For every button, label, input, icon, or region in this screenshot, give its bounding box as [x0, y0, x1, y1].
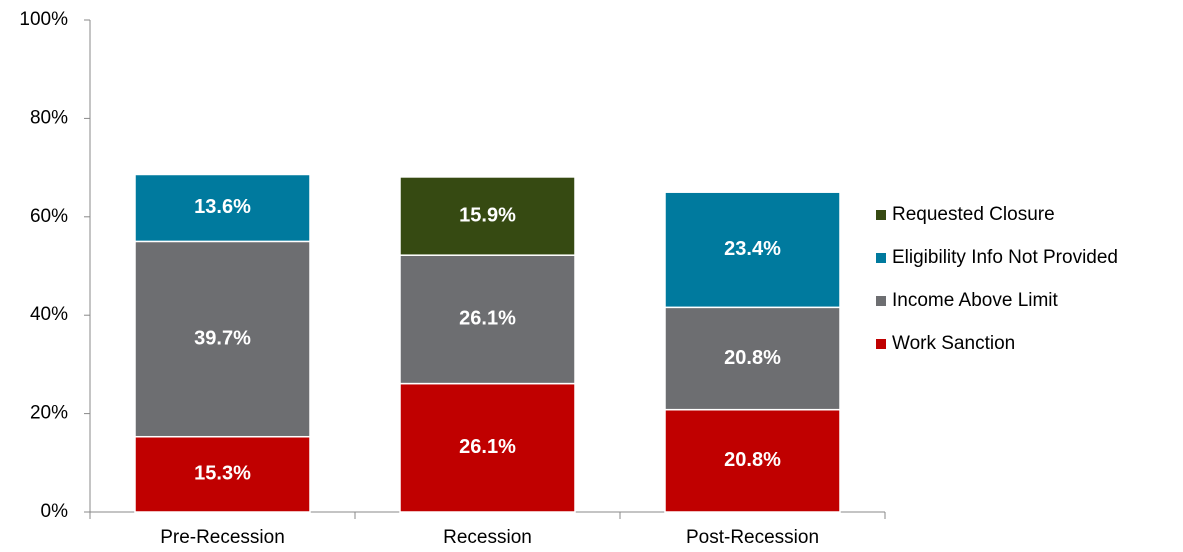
bar-segment — [134, 173, 311, 243]
value-label: 15.9% — [459, 204, 516, 226]
legend-swatch — [876, 339, 886, 349]
legend-swatch — [876, 296, 886, 306]
legend-swatch — [876, 253, 886, 263]
bar-segment — [399, 254, 576, 385]
value-label: 39.7% — [194, 327, 251, 349]
value-label: 26.1% — [459, 436, 516, 458]
legend-label: Requested Closure — [892, 204, 1055, 225]
legend-label: Work Sanction — [892, 333, 1015, 354]
y-tick-label: 20% — [30, 403, 68, 424]
legend-swatch — [876, 210, 886, 220]
value-label: 26.1% — [459, 308, 516, 330]
bar-segment — [134, 435, 311, 513]
bar-segment — [134, 240, 311, 438]
y-tick-label: 80% — [30, 107, 68, 128]
value-label: 23.4% — [724, 238, 781, 260]
bar-segment — [664, 191, 841, 309]
value-label: 20.8% — [724, 449, 781, 471]
bar-segment — [664, 408, 841, 513]
x-tick-label: Recession — [443, 527, 532, 548]
bar-segment — [399, 176, 576, 256]
value-label: 13.6% — [194, 196, 251, 218]
y-tick-label: 40% — [30, 304, 68, 325]
y-tick-label: 0% — [41, 501, 69, 522]
x-tick-label: Post-Recession — [686, 527, 819, 548]
value-label: 15.3% — [194, 463, 251, 485]
legend-label: Eligibility Info Not Provided — [892, 247, 1118, 268]
y-tick-label: 100% — [19, 9, 68, 30]
bar-segment — [664, 306, 841, 411]
legend-label: Income Above Limit — [892, 290, 1059, 311]
value-label: 20.8% — [724, 347, 781, 369]
x-tick-label: Pre-Recession — [160, 527, 285, 548]
y-tick-label: 60% — [30, 206, 68, 227]
